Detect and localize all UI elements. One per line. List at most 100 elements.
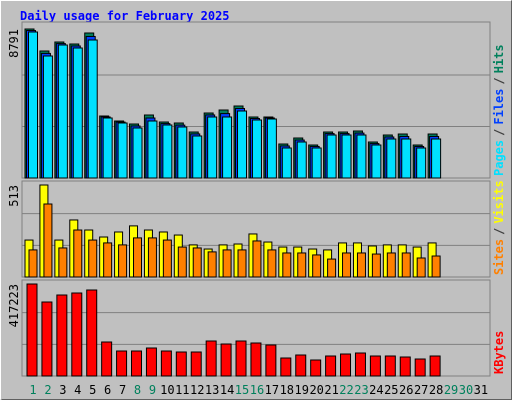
bar bbox=[431, 138, 442, 179]
legend-entry: Pages bbox=[492, 140, 506, 176]
bar bbox=[177, 126, 188, 179]
bar bbox=[192, 135, 203, 179]
legend-separator: / bbox=[492, 129, 506, 136]
bar bbox=[386, 252, 396, 278]
bar bbox=[371, 144, 382, 179]
bar bbox=[340, 353, 352, 377]
bar bbox=[354, 352, 366, 377]
bar bbox=[147, 120, 158, 179]
bar bbox=[42, 55, 53, 179]
bar bbox=[147, 237, 157, 278]
bar bbox=[205, 340, 217, 377]
x-tick-label: 2 bbox=[44, 383, 51, 397]
x-tick-label: 29 bbox=[444, 383, 458, 397]
bar bbox=[101, 341, 113, 377]
bar bbox=[41, 301, 53, 377]
bar bbox=[356, 134, 367, 179]
bar bbox=[310, 359, 322, 377]
bar bbox=[162, 124, 173, 179]
x-tick-label: 3 bbox=[59, 383, 66, 397]
x-tick-label: 9 bbox=[149, 383, 156, 397]
bar bbox=[342, 252, 352, 278]
y-max-label: 8791 bbox=[7, 29, 21, 58]
bar bbox=[282, 252, 292, 278]
bar bbox=[26, 283, 38, 377]
x-tick-label: 22 bbox=[339, 383, 353, 397]
legend: Pages / Files / Hits bbox=[492, 44, 506, 176]
legend: KBytes bbox=[492, 331, 506, 374]
bar bbox=[57, 44, 68, 179]
legend-separator: / bbox=[492, 228, 506, 235]
x-tick-label: 27 bbox=[414, 383, 428, 397]
x-tick-label: 11 bbox=[175, 383, 189, 397]
bar bbox=[326, 134, 337, 179]
bar bbox=[117, 122, 128, 179]
x-tick-label: 8 bbox=[134, 383, 141, 397]
bar bbox=[58, 247, 68, 278]
bar bbox=[297, 252, 307, 278]
legend-separator: / bbox=[492, 77, 506, 84]
bar bbox=[145, 347, 157, 377]
bar bbox=[207, 251, 217, 278]
x-tick-label: 14 bbox=[220, 383, 234, 397]
bar bbox=[281, 147, 292, 179]
bar bbox=[88, 239, 98, 278]
bar bbox=[266, 118, 277, 179]
bar bbox=[386, 138, 397, 179]
bar bbox=[73, 229, 83, 278]
bar bbox=[237, 110, 248, 179]
x-tick-label: 17 bbox=[265, 383, 279, 397]
bar bbox=[131, 350, 143, 377]
bar bbox=[325, 355, 337, 377]
bar bbox=[28, 31, 38, 179]
legend-entry: Files bbox=[492, 89, 506, 125]
bar bbox=[341, 134, 352, 179]
bar bbox=[177, 246, 187, 278]
bar bbox=[103, 242, 113, 278]
legend-entry: Hits bbox=[492, 44, 506, 73]
bar bbox=[311, 147, 322, 179]
bar bbox=[265, 344, 277, 377]
bar bbox=[401, 138, 412, 179]
bar bbox=[416, 257, 426, 278]
bar bbox=[267, 249, 277, 278]
bar bbox=[414, 358, 426, 377]
bar bbox=[371, 253, 381, 278]
bar bbox=[416, 147, 427, 179]
bar bbox=[222, 249, 232, 278]
bar bbox=[431, 255, 441, 278]
chart-title: Daily usage for February 2025 bbox=[20, 9, 230, 23]
bar bbox=[252, 240, 262, 278]
bar bbox=[43, 203, 53, 278]
bar bbox=[102, 117, 113, 179]
bar bbox=[280, 357, 292, 377]
bar bbox=[296, 141, 307, 179]
bar bbox=[190, 351, 202, 377]
x-tick-label: 5 bbox=[89, 383, 96, 397]
bar bbox=[56, 294, 68, 377]
x-tick-label: 31 bbox=[474, 383, 488, 397]
x-tick-label: 12 bbox=[190, 383, 204, 397]
y-max-label: 417223 bbox=[7, 284, 21, 327]
x-tick-label: 10 bbox=[160, 383, 174, 397]
bar bbox=[251, 119, 262, 179]
bar bbox=[235, 340, 247, 377]
x-tick-label: 30 bbox=[459, 383, 473, 397]
bar bbox=[86, 289, 98, 377]
legend-entry: Visits bbox=[492, 180, 506, 223]
x-tick-label: 13 bbox=[205, 383, 219, 397]
x-tick-label: 16 bbox=[250, 383, 264, 397]
bar bbox=[162, 239, 172, 278]
x-tick-label: 15 bbox=[235, 383, 249, 397]
x-tick-label: 7 bbox=[119, 383, 126, 397]
x-tick-label: 23 bbox=[354, 383, 368, 397]
x-tick-label: 4 bbox=[74, 383, 81, 397]
x-tick-label: 26 bbox=[399, 383, 413, 397]
legend-entry: KBytes bbox=[492, 331, 506, 374]
bar bbox=[356, 252, 366, 278]
bar bbox=[399, 356, 411, 377]
bar bbox=[118, 244, 128, 278]
x-tick-label: 24 bbox=[369, 383, 383, 397]
bar bbox=[207, 116, 218, 179]
bar bbox=[250, 342, 262, 377]
